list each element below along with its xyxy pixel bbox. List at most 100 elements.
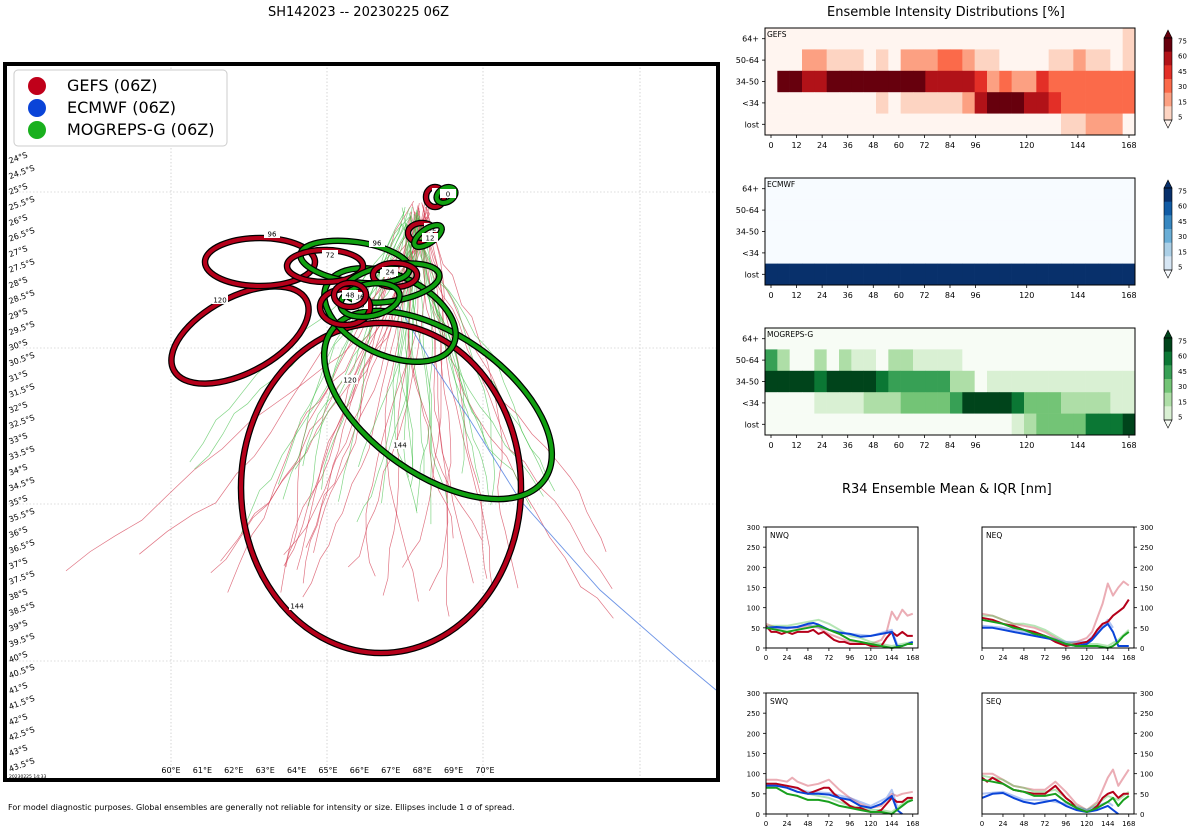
heatmap-cell <box>851 263 864 286</box>
heatmap-cell <box>1122 113 1136 136</box>
heatmap-cell <box>802 178 815 200</box>
heatmap-cell <box>937 349 951 372</box>
y-tick-label: 150 <box>1140 751 1153 759</box>
x-tick-label: 120 <box>1019 441 1034 450</box>
row-label: 34-50 <box>736 228 759 237</box>
heatmap-cell <box>839 263 852 286</box>
colorbar-segment <box>1164 229 1172 243</box>
heatmap-cell <box>962 242 975 264</box>
colorbar-tick-label: 45 <box>1178 218 1187 226</box>
heatmap-cell <box>999 242 1012 264</box>
heatmap-cell <box>900 413 914 436</box>
x-tick-label: 96 <box>970 441 980 450</box>
ellipse-label: 96 <box>373 240 382 248</box>
heatmap-cell <box>950 328 963 350</box>
x-tick-label: 96 <box>1061 820 1070 828</box>
legend-label: GEFS (06Z) <box>67 76 157 95</box>
heatmap-cell <box>913 199 926 222</box>
heatmap-cell <box>1085 49 1099 72</box>
heatmap-cell <box>1048 178 1062 200</box>
heatmap-cell <box>1048 242 1062 264</box>
heatmap-cell <box>888 392 901 414</box>
x-tick-label: 120 <box>864 654 877 662</box>
heatmap-cell <box>876 392 889 414</box>
heatmap-cell <box>802 92 815 114</box>
ensemble-track <box>384 211 419 602</box>
timestamp-stamp: 20230225 14:33 <box>9 774 46 780</box>
heatmap-cell <box>1048 413 1062 436</box>
heatmap-cell <box>1024 328 1037 350</box>
colorbar-tick-label: 75 <box>1178 338 1187 346</box>
colorbar-tick-label: 60 <box>1178 203 1187 211</box>
heatmap-cell <box>826 199 840 222</box>
heatmap-cell <box>987 28 1000 50</box>
ecmwf-mean-line <box>766 784 903 815</box>
colorbar-frame <box>1163 187 1173 271</box>
heatmap-cell <box>839 242 852 264</box>
colorbar-segment <box>1164 351 1172 366</box>
heatmap-panel-label: ECMWF <box>767 180 795 189</box>
heatmap-cell <box>789 220 803 243</box>
colorbar-segment <box>1164 65 1172 80</box>
heatmap-cell <box>937 370 951 393</box>
x-tick-label: 0 <box>764 820 768 828</box>
heatmap-cell <box>826 370 840 393</box>
heatmap-cell <box>826 113 840 136</box>
lon-label: 60°E <box>161 766 180 775</box>
x-tick-label: 168 <box>1121 291 1136 300</box>
heatmap-cell <box>1061 70 1074 93</box>
gefs-iqr-line <box>766 776 913 809</box>
heatmap-cell <box>851 28 864 50</box>
ellipse-ring <box>203 236 317 288</box>
heatmap-cell <box>937 92 951 114</box>
heatmap-cell <box>1061 49 1074 72</box>
heatmap-cell <box>999 413 1012 436</box>
heatmap-cell <box>1073 178 1086 200</box>
intensity-title: Ensemble Intensity Distributions [%] <box>827 5 1065 20</box>
x-tick-label: 24 <box>783 820 792 828</box>
lon-label: 63°E <box>256 766 275 775</box>
heatmap-cell <box>900 370 914 393</box>
lon-label: 69°E <box>444 766 463 775</box>
heatmap-cell <box>802 49 815 72</box>
heatmap-cell <box>814 328 827 350</box>
heatmap-cell <box>876 242 889 264</box>
x-tick-label: 120 <box>1019 291 1034 300</box>
x-tick-label: 120 <box>1080 820 1093 828</box>
y-tick-label: 0 <box>1140 811 1144 819</box>
x-tick-label: 168 <box>1122 820 1135 828</box>
heatmap-cell <box>1122 199 1136 222</box>
heatmap-cell <box>962 178 975 200</box>
y-tick-label: 300 <box>747 690 760 698</box>
gefs-iqr-line <box>982 768 1130 811</box>
heatmap-cell <box>826 242 840 264</box>
heatmap-cell <box>987 199 1000 222</box>
colorbar-cap <box>1163 419 1173 429</box>
ellipse-label-box <box>382 267 398 276</box>
heatmap-cell <box>851 349 864 372</box>
row-label: lost <box>745 270 759 279</box>
heatmap-cell <box>1048 49 1062 72</box>
heatmap-cell <box>789 113 803 136</box>
heatmap-cell <box>802 220 815 243</box>
map-background <box>5 64 718 780</box>
r34-title: R34 Ensemble Mean & IQR [nm] <box>842 482 1052 497</box>
heatmap-cell <box>1048 28 1062 50</box>
x-tick-label: 168 <box>1121 141 1136 150</box>
x-tick-label: 120 <box>864 820 877 828</box>
heatmap-cell <box>950 70 963 93</box>
colorbar-segment <box>1164 92 1172 107</box>
y-tick-label: 300 <box>1140 690 1153 698</box>
heatmap-cell <box>863 349 877 372</box>
heatmap-cell <box>1036 92 1049 114</box>
heatmap-cell <box>765 113 778 136</box>
colorbar-segment <box>1164 406 1172 421</box>
legend-label: MOGREPS-G (06Z) <box>67 120 214 139</box>
heatmap-gefs: GEFS 64+ 50-64 34-50 <34 lost 0 12 24 36 48 60 72 84 9… <box>736 27 1187 150</box>
y-tick-label: 50 <box>1140 791 1149 799</box>
spread-ellipse <box>201 234 319 290</box>
heatmap-cell <box>1036 349 1049 372</box>
x-tick-label: 120 <box>1019 141 1034 150</box>
heatmap-cell <box>888 263 901 286</box>
heatmap-cell <box>1073 242 1086 264</box>
